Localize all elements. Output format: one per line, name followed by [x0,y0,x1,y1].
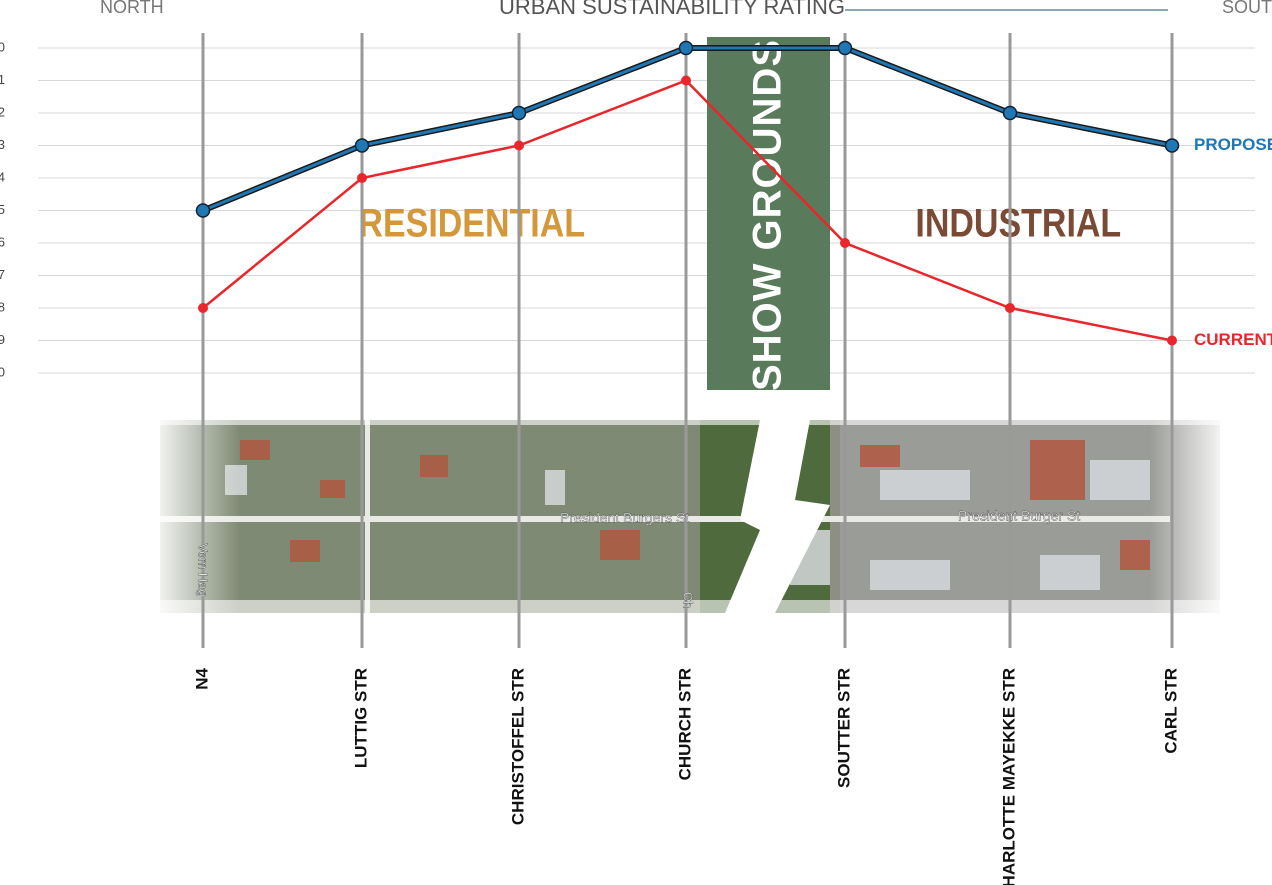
legend-label: CURRENT [1194,330,1272,349]
y-tick-label: 4 [0,169,5,184]
right-label: SOUTH [1222,0,1272,17]
map-street-label: President Burger St [958,508,1080,524]
data-point [195,203,211,218]
data-point [1005,303,1015,313]
data-point [1002,105,1018,121]
map-street-label: President Burgers St [560,510,689,526]
data-point [837,40,853,56]
data-point [514,140,524,151]
x-tick-label: CHARLOTTE MAYEKKE STR [999,668,1018,885]
x-tick-label: CHRISTOFFEL STR [508,668,527,825]
x-tick-label: N4 [192,667,211,689]
y-tick-label: 8 [0,299,5,314]
x-tick-label: CARL STR [1161,668,1180,754]
data-point [357,173,367,183]
y-tick-label: 0 [0,39,5,54]
data-point [1164,138,1180,153]
y-tick-label: 9 [0,332,5,347]
x-tick-label: LUTTIG STR [351,668,370,768]
y-tick-label: 3 [0,137,5,152]
data-point [840,238,850,248]
y-tick-label: 10 [0,364,5,379]
data-point [678,40,694,56]
data-point [681,75,691,86]
y-tick-label: 2 [0,104,5,119]
legend-label: PROPOSED [1194,135,1272,154]
y-tick-label: 7 [0,267,5,282]
y-tick-label: 1 [0,72,5,87]
map-street-label: Vom Hag [196,543,211,596]
data-point [354,138,370,153]
x-tick-label: CHURCH STR [675,668,694,780]
y-tick-label: 6 [0,234,5,249]
data-point [198,303,208,313]
annotation: RESIDENTIAL [358,200,585,245]
data-point [511,105,527,121]
x-tick-label: SOUTTER STR [834,668,853,788]
chart-title: URBAN SUSTAINABILITY RATING [499,0,845,19]
y-tick-label: 5 [0,202,5,217]
annotation: INDUSTRIAL [915,200,1121,245]
aerial-map [150,400,1230,620]
annotation: SHOW GROUNDS [746,39,790,391]
left-label: NORTH [100,0,164,17]
show-grounds-panel [707,37,830,390]
map-street-label: Ch [681,592,696,609]
data-point [1167,335,1177,346]
